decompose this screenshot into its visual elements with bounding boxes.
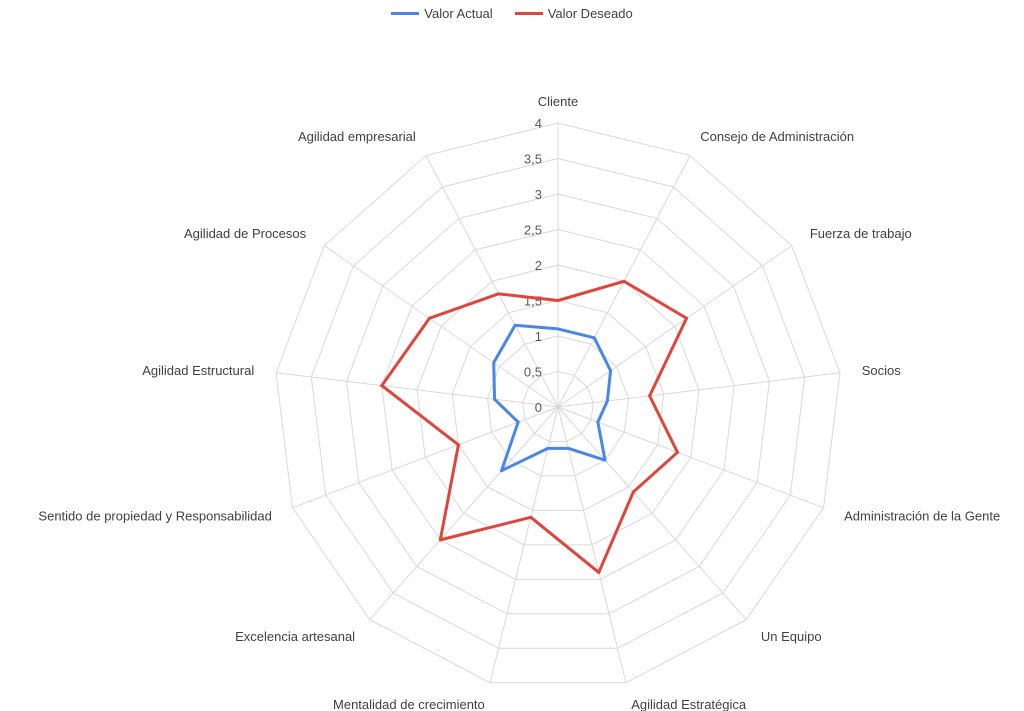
data-point-series-1 bbox=[622, 279, 626, 283]
category-label: Un Equipo bbox=[761, 629, 822, 644]
data-point-series-0 bbox=[500, 469, 504, 473]
r-tick-label: 3,5 bbox=[524, 152, 542, 167]
category-label: Agilidad Estratégica bbox=[631, 697, 747, 711]
grid-ring-6 bbox=[346, 193, 770, 615]
data-point-series-0 bbox=[516, 420, 520, 424]
grid-spoke-12 bbox=[425, 155, 559, 408]
grid-spoke-9 bbox=[292, 406, 559, 509]
grid-ring-5 bbox=[381, 228, 735, 580]
category-label: Agilidad Estructural bbox=[142, 363, 254, 378]
category-label: Socios bbox=[862, 363, 902, 378]
grid-ring-3 bbox=[451, 299, 665, 511]
grid-spoke-10 bbox=[276, 372, 559, 408]
data-point-series-1 bbox=[497, 292, 501, 296]
grid-spoke-3 bbox=[557, 372, 840, 408]
data-point-series-1 bbox=[631, 490, 635, 494]
grid-spoke-11 bbox=[323, 245, 559, 408]
data-point-series-1 bbox=[556, 299, 560, 302]
legend-swatch-valor-deseado bbox=[514, 12, 543, 15]
data-point-series-1 bbox=[675, 450, 679, 454]
data-point-series-1 bbox=[427, 316, 431, 320]
legend-item-valor-deseado[interactable]: Valor Deseado bbox=[514, 6, 633, 21]
data-point-series-1 bbox=[438, 538, 442, 542]
chart-legend: Valor Actual Valor Deseado bbox=[0, 6, 1024, 21]
data-point-series-1 bbox=[380, 384, 384, 388]
data-point-series-1 bbox=[685, 316, 689, 320]
r-tick-label: 3 bbox=[535, 187, 542, 202]
grid-spoke-8 bbox=[369, 406, 559, 620]
series-line-0 bbox=[492, 323, 613, 473]
category-label: Fuerza de trabajo bbox=[810, 226, 912, 241]
series-line-1 bbox=[380, 279, 689, 574]
data-point-series-0 bbox=[513, 323, 517, 327]
category-label: Administración de la Gente bbox=[844, 509, 1000, 524]
data-point-series-1 bbox=[456, 443, 460, 447]
data-point-series-0 bbox=[492, 361, 496, 365]
data-point-series-1 bbox=[597, 570, 601, 574]
grid-spoke-4 bbox=[557, 406, 824, 509]
r-tick-label: 4 bbox=[535, 116, 542, 131]
data-point-series-0 bbox=[493, 397, 497, 401]
legend-label-valor-deseado: Valor Deseado bbox=[547, 6, 633, 21]
data-point-series-0 bbox=[592, 336, 596, 340]
legend-swatch-valor-actual bbox=[391, 12, 420, 15]
data-point-series-1 bbox=[529, 515, 533, 519]
category-label: Consejo de Administración bbox=[700, 129, 854, 144]
data-point-series-0 bbox=[566, 446, 570, 450]
grid-spoke-2 bbox=[557, 245, 793, 408]
grid-spoke-7 bbox=[489, 406, 559, 683]
data-point-series-0 bbox=[603, 458, 607, 462]
category-label: Cliente bbox=[538, 94, 578, 109]
grid-spoke-5 bbox=[557, 406, 747, 620]
grid-spoke-6 bbox=[557, 406, 627, 683]
r-tick-label: 2 bbox=[535, 258, 542, 273]
legend-label-valor-actual: Valor Actual bbox=[424, 6, 493, 21]
category-label: Agilidad empresarial bbox=[298, 129, 416, 144]
data-point-series-0 bbox=[556, 327, 560, 331]
data-point-series-0 bbox=[609, 369, 613, 373]
grid-ring-2 bbox=[487, 335, 629, 477]
category-label: Sentido de propiedad y Responsabilidad bbox=[38, 509, 271, 524]
r-tick-label: 0 bbox=[535, 400, 542, 415]
category-label: Excelencia artesanal bbox=[235, 629, 355, 644]
r-tick-label: 2,5 bbox=[524, 223, 542, 238]
grid-ring-8 bbox=[275, 122, 841, 684]
legend-item-valor-actual[interactable]: Valor Actual bbox=[391, 6, 493, 21]
data-point-series-0 bbox=[596, 420, 600, 424]
data-point-series-0 bbox=[605, 399, 609, 403]
category-label: Agilidad de Procesos bbox=[184, 226, 307, 241]
r-tick-label: 1 bbox=[535, 329, 542, 344]
r-tick-label: 0,5 bbox=[524, 365, 542, 380]
grid-ring-1 bbox=[522, 370, 594, 442]
data-point-series-0 bbox=[546, 446, 550, 450]
data-point-series-1 bbox=[648, 394, 652, 398]
grid-ring-7 bbox=[310, 157, 806, 649]
category-label: Mentalidad de crecimiento bbox=[333, 697, 485, 711]
